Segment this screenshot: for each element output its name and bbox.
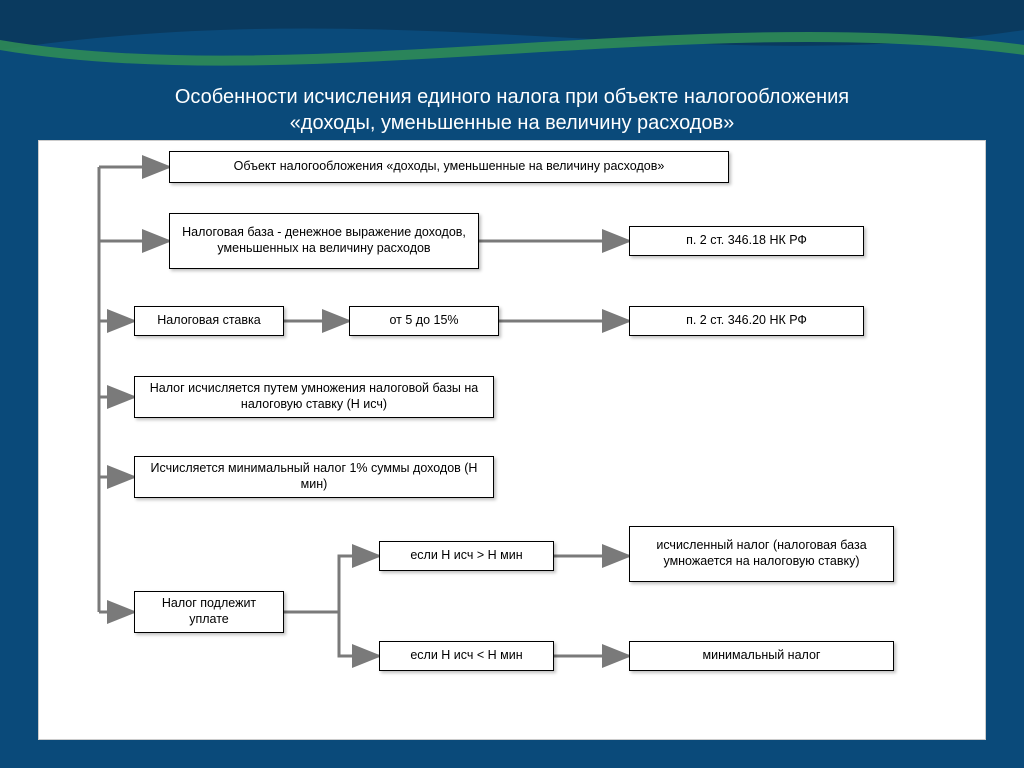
flowchart-box-b5: от 5 до 15% (349, 306, 499, 336)
flowchart-box-b6: п. 2 ст. 346.20 НК РФ (629, 306, 864, 336)
flowchart-box-b4: Налоговая ставка (134, 306, 284, 336)
flowchart-box-b11: если Н исч < Н мин (379, 641, 554, 671)
slide-title: Особенности исчисления единого налога пр… (0, 84, 1024, 136)
flowchart-box-b8: Исчисляется минимальный налог 1% суммы д… (134, 456, 494, 498)
flowchart-box-b9: Налог подлежит уплате (134, 591, 284, 633)
decorative-wave (0, 0, 1024, 90)
flowchart-box-b3: п. 2 ст. 346.18 НК РФ (629, 226, 864, 256)
flowchart-box-b10: если Н исч > Н мин (379, 541, 554, 571)
flowchart-box-b12: исчисленный налог (налоговая база умножа… (629, 526, 894, 582)
flowchart-canvas: Объект налогообложения «доходы, уменьшен… (38, 140, 986, 740)
flowchart-box-b2: Налоговая база - денежное выражение дохо… (169, 213, 479, 269)
flowchart-box-b7: Налог исчисляется путем умножения налого… (134, 376, 494, 418)
flowchart-box-b13: минимальный налог (629, 641, 894, 671)
title-line-2: «доходы, уменьшенные на величину расходо… (290, 112, 735, 134)
flowchart-box-b1: Объект налогообложения «доходы, уменьшен… (169, 151, 729, 183)
title-line-1: Особенности исчисления единого налога пр… (175, 86, 849, 108)
